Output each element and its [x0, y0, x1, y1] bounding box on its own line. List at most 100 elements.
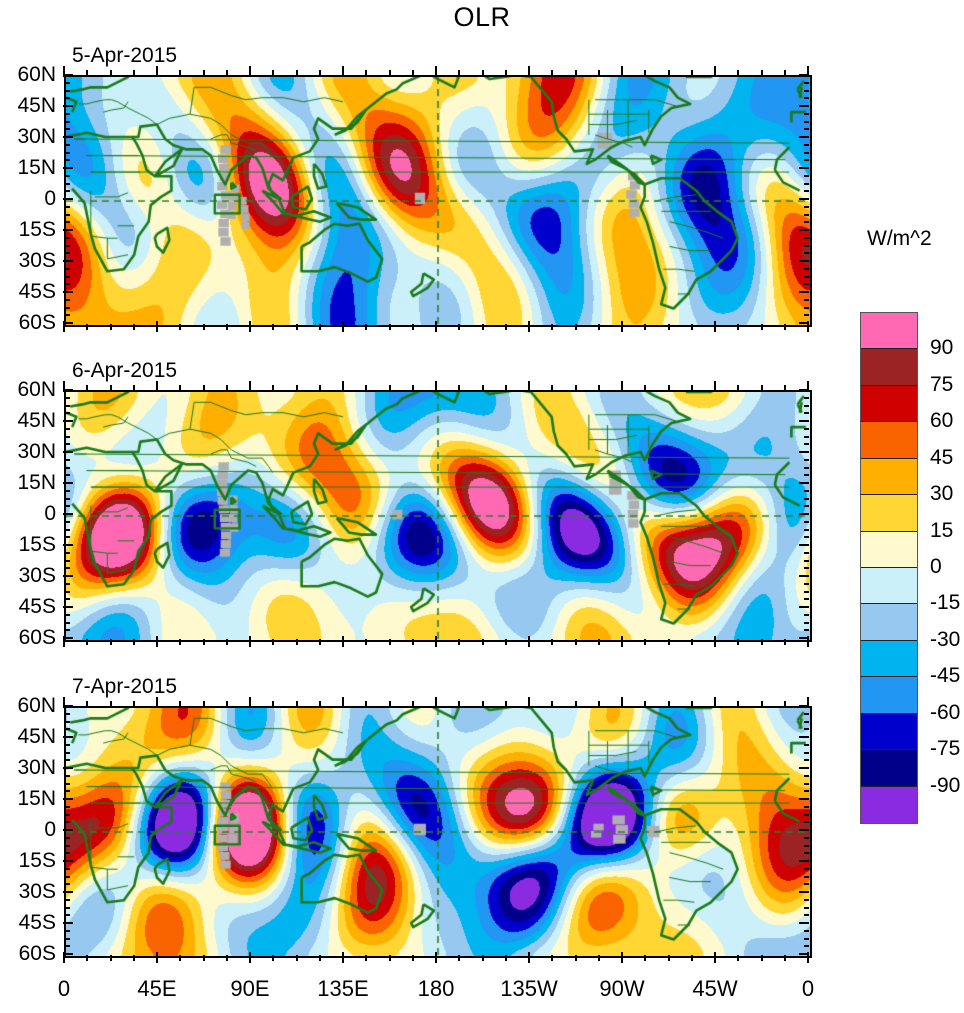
- y-axis-tick: [63, 451, 73, 453]
- y-axis-minor-tick: [804, 629, 809, 632]
- y-axis-minor-tick: [65, 582, 70, 585]
- y-axis-minor-tick: [804, 751, 809, 754]
- x-axis-label: 0: [801, 976, 815, 1001]
- x-axis-minor-tick: [109, 701, 112, 707]
- y-axis-minor-tick: [65, 867, 70, 870]
- y-axis-tick: [63, 482, 73, 484]
- y-axis-minor-tick: [804, 190, 809, 193]
- y-axis-minor-tick: [804, 743, 809, 746]
- colorbar-tick-label: 45: [930, 445, 954, 469]
- x-axis-minor-tick: [202, 385, 205, 391]
- x-axis-minor-tick: [388, 955, 391, 961]
- x-axis-minor-tick: [783, 385, 786, 391]
- y-axis-minor-tick: [65, 751, 70, 754]
- y-axis-minor-tick: [65, 805, 70, 808]
- x-axis-minor-tick: [225, 324, 228, 330]
- y-axis-minor-tick: [65, 97, 70, 100]
- map-plot-1: [64, 75, 812, 327]
- x-axis-minor-tick: [458, 70, 461, 76]
- y-axis-minor-tick: [804, 298, 809, 301]
- y-axis-tick: [63, 606, 73, 608]
- x-axis-minor-tick: [458, 324, 461, 330]
- x-axis-minor-tick: [667, 701, 670, 707]
- y-axis-minor-tick: [804, 112, 809, 115]
- x-axis-minor-tick: [504, 639, 507, 645]
- x-axis-minor-tick: [272, 385, 275, 391]
- x-axis-tick: [807, 66, 809, 77]
- y-axis-minor-tick: [65, 813, 70, 816]
- y-axis-tick: [799, 575, 809, 577]
- y-axis-label: 30S: [18, 564, 56, 587]
- x-axis-label: 0: [57, 976, 71, 1001]
- x-axis-minor-tick: [783, 701, 786, 707]
- colorbar-band: [861, 531, 917, 568]
- x-axis-minor-tick: [202, 70, 205, 76]
- y-axis-minor-tick: [65, 520, 70, 523]
- x-axis-label: 180: [417, 976, 455, 1001]
- x-axis-minor-tick: [295, 955, 298, 961]
- colorbar-tick-label: 60: [930, 409, 954, 433]
- y-axis-minor-tick: [804, 174, 809, 177]
- y-axis-tick: [799, 736, 809, 738]
- y-axis-tick: [63, 136, 73, 138]
- y-axis-minor-tick: [65, 945, 70, 948]
- x-axis-tick: [342, 952, 344, 963]
- y-axis-minor-tick: [804, 435, 809, 438]
- y-axis-minor-tick: [65, 128, 70, 131]
- x-axis-minor-tick: [132, 70, 135, 76]
- x-axis-tick: [63, 636, 65, 647]
- y-axis-tick: [63, 389, 73, 391]
- y-axis-minor-tick: [65, 567, 70, 570]
- y-axis-minor-tick: [65, 782, 70, 785]
- y-axis-tick: [799, 891, 809, 893]
- x-axis-minor-tick: [132, 324, 135, 330]
- x-axis-minor-tick: [574, 639, 577, 645]
- y-axis-minor-tick: [65, 875, 70, 878]
- colorbar-tick-label: 0: [930, 555, 942, 578]
- y-axis-tick: [799, 198, 809, 200]
- x-axis-minor-tick: [551, 324, 554, 330]
- y-axis-minor-tick: [804, 213, 809, 216]
- y-axis-minor-tick: [65, 205, 70, 208]
- y-axis-minor-tick: [65, 474, 70, 477]
- x-axis-minor-tick: [783, 639, 786, 645]
- x-axis-tick: [714, 381, 716, 392]
- x-axis-minor-tick: [690, 955, 693, 961]
- x-axis-minor-tick: [318, 639, 321, 645]
- x-axis-tick: [807, 952, 809, 963]
- y-axis-label: 30N: [17, 125, 56, 148]
- x-axis-label: 45E: [137, 976, 177, 1001]
- y-axis-tick: [799, 74, 809, 76]
- x-axis-tick: [63, 381, 65, 392]
- y-axis-label: 45S: [18, 280, 56, 303]
- y-axis-minor-tick: [65, 443, 70, 446]
- x-axis-minor-tick: [597, 324, 600, 330]
- y-axis-tick: [799, 606, 809, 608]
- y-axis-minor-tick: [65, 174, 70, 177]
- x-axis-tick: [342, 381, 344, 392]
- y-axis-minor-tick: [65, 306, 70, 309]
- x-axis-minor-tick: [504, 955, 507, 961]
- x-axis-minor-tick: [295, 70, 298, 76]
- y-axis-minor-tick: [804, 551, 809, 554]
- y-axis-label: 15N: [17, 787, 56, 810]
- x-axis-minor-tick: [783, 955, 786, 961]
- y-axis-minor-tick: [65, 536, 70, 539]
- x-axis-minor-tick: [481, 385, 484, 391]
- y-axis-minor-tick: [804, 427, 809, 430]
- x-axis-minor-tick: [737, 385, 740, 391]
- x-axis-tick: [249, 636, 251, 647]
- x-axis-tick: [156, 66, 158, 77]
- x-axis-minor-tick: [86, 70, 89, 76]
- x-axis-tick: [249, 952, 251, 963]
- olr-field-canvas-2: [66, 392, 810, 640]
- x-axis-tick: [714, 952, 716, 963]
- y-axis-minor-tick: [65, 712, 70, 715]
- map-plot-2: [64, 390, 812, 642]
- x-axis-tick: [621, 321, 623, 332]
- x-axis-minor-tick: [365, 639, 368, 645]
- y-axis-minor-tick: [804, 489, 809, 492]
- y-axis-minor-tick: [65, 743, 70, 746]
- colorbar-band: [861, 677, 917, 714]
- y-axis-tick: [63, 291, 73, 293]
